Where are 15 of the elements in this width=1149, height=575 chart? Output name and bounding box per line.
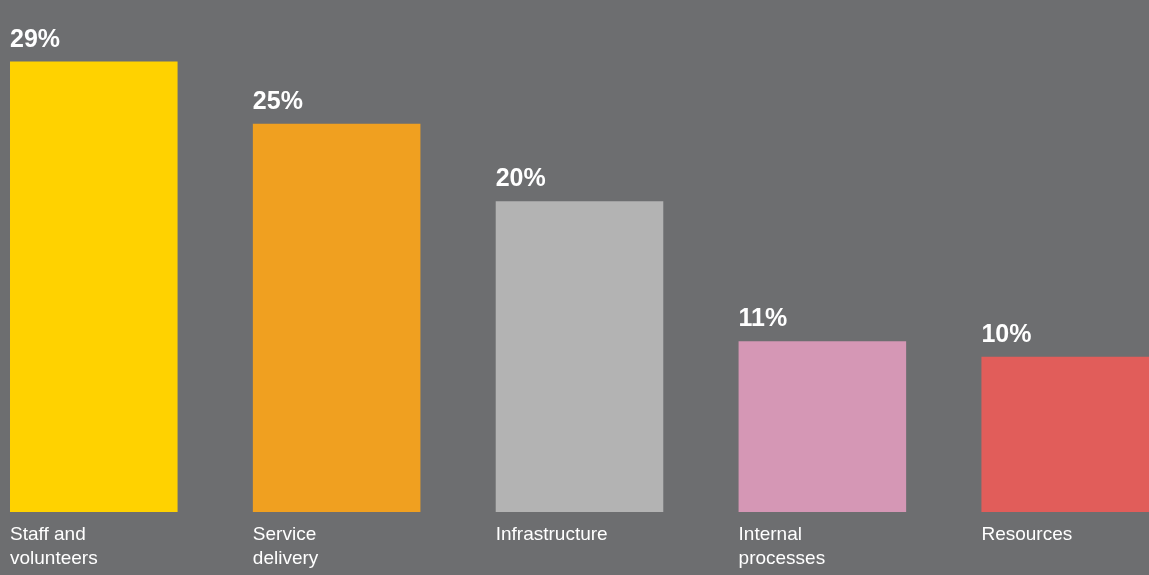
data-label: 11% <box>738 303 788 332</box>
bar <box>495 201 664 512</box>
x-tick-label: Resources <box>981 522 1073 544</box>
data-label: 10% <box>981 318 1032 347</box>
data-label: 25% <box>252 85 303 114</box>
bar <box>252 123 421 512</box>
x-tick-label: Internal processes <box>738 522 826 568</box>
x-tick-label: Infrastructure <box>495 522 608 544</box>
x-tick-label: Service delivery <box>252 522 319 568</box>
bar <box>10 61 178 512</box>
data-label: 20% <box>495 163 546 192</box>
bar <box>738 341 907 512</box>
data-label: 29% <box>10 23 61 52</box>
bar <box>981 356 1149 512</box>
x-tick-label: Staff and volunteers <box>10 522 98 568</box>
